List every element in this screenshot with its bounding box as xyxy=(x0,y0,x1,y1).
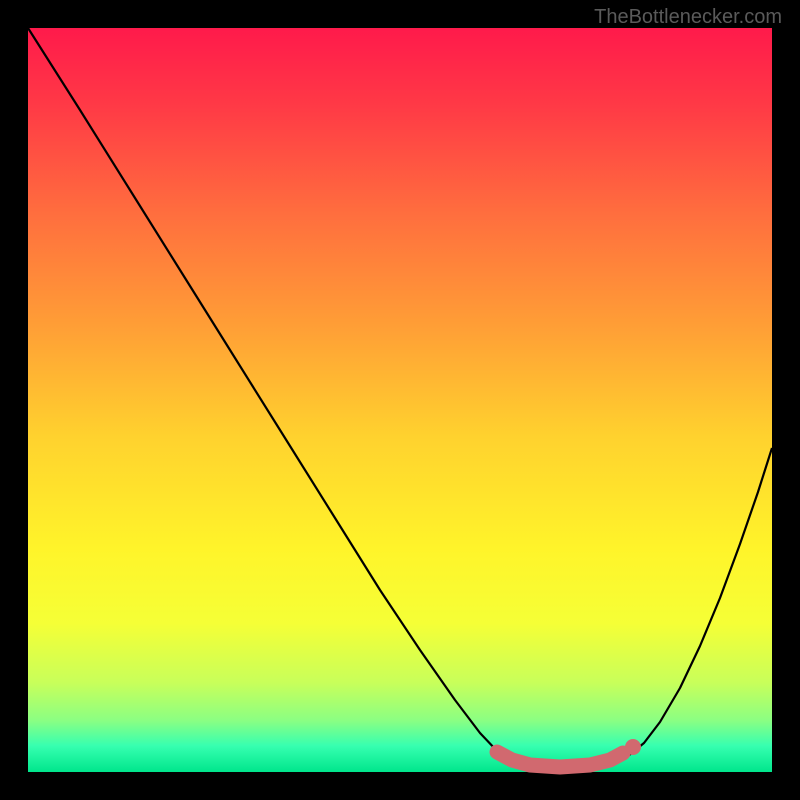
trough-band xyxy=(497,752,623,767)
trough-dot xyxy=(625,739,641,755)
plot-area xyxy=(28,28,772,772)
chart-svg xyxy=(28,28,772,772)
attribution-text: TheBottlenecker.com xyxy=(594,6,782,29)
value-curve xyxy=(28,28,772,768)
